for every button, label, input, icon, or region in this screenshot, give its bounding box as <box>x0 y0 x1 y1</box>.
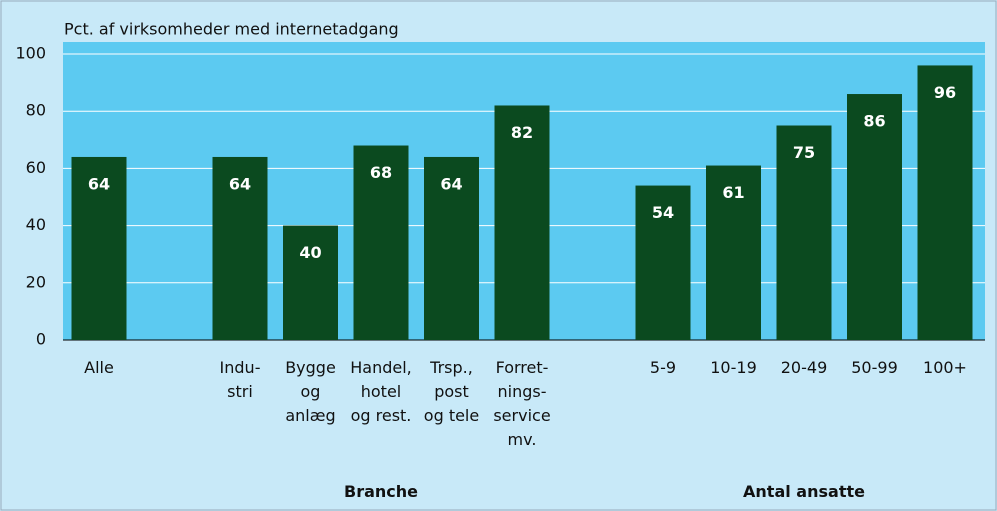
value-label: 64 <box>229 174 251 193</box>
x-tick-label: Trsp., post og tele <box>423 358 480 425</box>
bar <box>635 185 691 340</box>
x-tick-label: 50-99 <box>851 358 898 377</box>
y-tick-label: 40 <box>26 215 46 234</box>
bar <box>917 65 973 340</box>
x-tick-label: Indu- stri <box>219 358 261 401</box>
y-tick-label: 0 <box>36 330 46 349</box>
bar <box>494 105 550 340</box>
bar <box>776 125 832 340</box>
axis-label: Pct. af virksomheder med internetadgang <box>64 20 399 39</box>
value-label: 68 <box>370 163 392 182</box>
y-tick-label: 60 <box>26 158 46 177</box>
bar <box>283 225 338 340</box>
value-label: 75 <box>793 143 815 162</box>
bar <box>353 145 409 340</box>
y-tick-label: 80 <box>26 101 46 120</box>
group-label: Antal ansatte <box>743 482 865 501</box>
y-tick-label: 20 <box>26 272 46 291</box>
value-label: 86 <box>863 112 885 131</box>
bar <box>71 156 127 340</box>
value-label: 64 <box>88 174 110 193</box>
x-tick-label: Forret- nings- service mv. <box>493 358 551 449</box>
bar <box>424 156 479 340</box>
value-label: 40 <box>299 243 321 262</box>
value-label: 96 <box>934 83 956 102</box>
bar <box>212 156 268 340</box>
bar <box>847 94 902 340</box>
group-label: Branche <box>344 482 418 501</box>
value-label: 54 <box>652 203 674 222</box>
x-tick-label: 10-19 <box>710 358 757 377</box>
value-label: 64 <box>440 174 462 193</box>
x-tick-label: Handel, hotel og rest. <box>350 358 412 425</box>
y-tick-label: 100 <box>15 44 46 63</box>
x-tick-label: 100+ <box>923 358 967 377</box>
value-label: 61 <box>722 183 744 202</box>
x-tick-label: Bygge og anlæg <box>285 358 336 425</box>
x-tick-label: 20-49 <box>780 358 828 377</box>
value-label: 82 <box>511 123 533 142</box>
x-tick-label: Alle <box>84 358 114 377</box>
bar <box>706 165 761 340</box>
x-tick-label: 5-9 <box>649 358 677 377</box>
